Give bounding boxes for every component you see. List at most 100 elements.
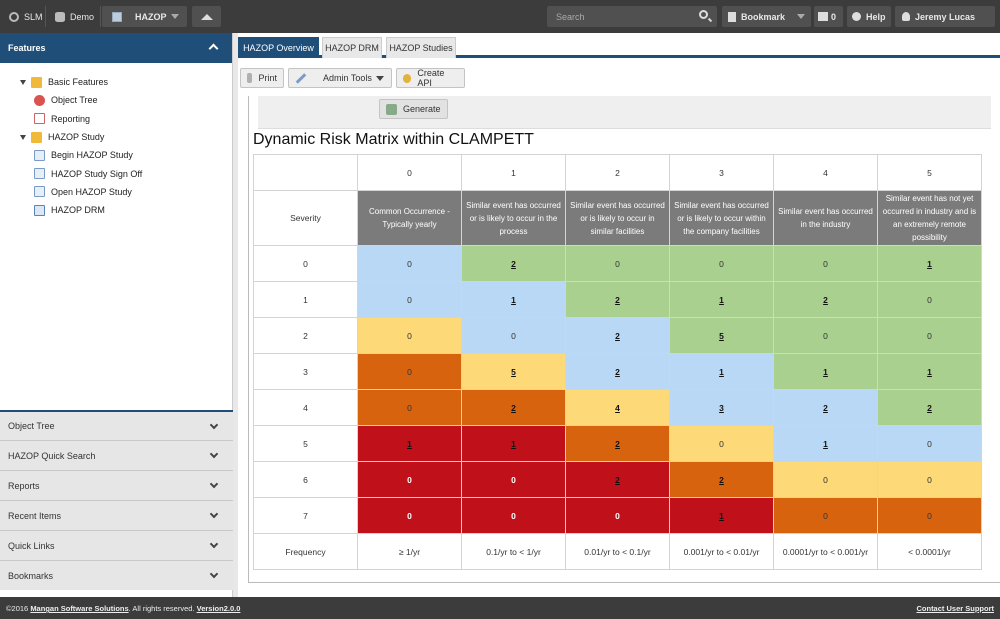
matrix-cell-count-link[interactable]: 2	[823, 294, 828, 305]
matrix-cell-count-link[interactable]: 1	[927, 366, 932, 377]
matrix-cell: 1	[877, 353, 982, 390]
matrix-cell-count-link[interactable]: 1	[927, 258, 932, 269]
sidebar-resize-handle[interactable]	[233, 33, 238, 597]
tree-item-label: Basic Features	[48, 77, 109, 88]
matrix-cell: 0	[877, 281, 982, 318]
tree-item-reporting[interactable]: Reporting	[0, 110, 232, 128]
likelihood-header: Similar event has occurred or is likely …	[565, 190, 670, 246]
matrix-cell-count: 0	[407, 258, 412, 269]
matrix-cell-count-link[interactable]: 2	[615, 294, 620, 305]
matrix-cell-count-link[interactable]: 1	[407, 438, 412, 449]
features-header[interactable]: Features	[0, 33, 232, 63]
matrix-severity-row: 1 0 1 2 1 2 0	[253, 281, 982, 318]
matrix-cell-count-link[interactable]: 1	[823, 438, 828, 449]
version-link[interactable]: Version2.0.0	[196, 604, 241, 613]
matrix-cell-count-link[interactable]: 2	[823, 402, 828, 413]
notifications-button[interactable]: 0	[814, 6, 843, 27]
matrix-cell-count-link[interactable]: 2	[615, 366, 620, 377]
likelihood-header: Common Occurrence - Typically yearly	[357, 190, 462, 246]
matrix-cell-count-link[interactable]: 2	[615, 438, 620, 449]
notification-count: 0	[831, 11, 837, 22]
tab-hazop-drm[interactable]: HAZOP DRM	[322, 37, 382, 58]
matrix-cell-count-link[interactable]: 2	[511, 402, 516, 413]
accordion-bookmarks[interactable]: Bookmarks	[0, 560, 233, 590]
matrix-cell-count-link[interactable]: 2	[719, 474, 724, 485]
matrix-cell-count-link[interactable]: 5	[719, 330, 724, 341]
matrix-cell-count-link[interactable]: 2	[927, 402, 932, 413]
matrix-cell-count-link[interactable]: 1	[511, 294, 516, 305]
home-button[interactable]	[192, 6, 221, 27]
features-title: Features	[8, 43, 46, 53]
accordion-label: Reports	[8, 480, 40, 491]
tab-hazop-overview[interactable]: HAZOP Overview	[238, 37, 319, 58]
search-icon[interactable]	[699, 10, 708, 19]
matrix-cell-count: 0	[823, 330, 828, 341]
footer: ©2016 Mangan Software Solutions. All rig…	[0, 597, 1000, 619]
frequency-value: 0.001/yr to < 0.01/yr	[669, 533, 774, 570]
matrix-cell-count-link[interactable]: 1	[719, 510, 724, 521]
contact-support-link[interactable]: Contact User Support	[916, 604, 994, 613]
matrix-cell-count-link[interactable]: 2	[511, 258, 516, 269]
expand-triangle-icon[interactable]	[20, 134, 26, 140]
matrix-cell-count-link[interactable]: 1	[719, 366, 724, 377]
matrix-cell-count: 0	[407, 510, 412, 521]
matrix-cell: 2	[565, 281, 670, 318]
search-input[interactable]: Search	[547, 6, 717, 27]
accordion-quick-links[interactable]: Quick Links	[0, 530, 233, 560]
tree-item-hazop-drm[interactable]: HAZOP DRM	[0, 201, 232, 219]
matrix-cell: 1	[877, 245, 982, 282]
bookmark-dropdown[interactable]: Bookmark	[722, 6, 811, 27]
matrix-cell-count-link[interactable]: 3	[719, 402, 724, 413]
open-study-icon	[34, 186, 45, 198]
matrix-cell-count-link[interactable]: 2	[615, 474, 620, 485]
demo-menu[interactable]: Demo	[46, 6, 101, 27]
inbox-icon	[818, 12, 828, 21]
help-button[interactable]: Help	[847, 6, 891, 27]
begin-study-icon	[34, 149, 45, 161]
tree-item-basic-features[interactable]: Basic Features	[0, 73, 232, 91]
matrix-cell-count-link[interactable]: 1	[511, 438, 516, 449]
matrix-cell-count-link[interactable]: 4	[615, 402, 620, 413]
matrix-cell-count: 0	[823, 258, 828, 269]
matrix-cell: 0	[357, 461, 462, 498]
matrix-cell: 0	[773, 317, 878, 354]
accordion-label: Quick Links	[8, 540, 55, 551]
generate-strip: Generate	[258, 96, 991, 129]
admin-tools-dropdown[interactable]: Admin Tools	[288, 68, 392, 88]
matrix-cell: 2	[565, 317, 670, 354]
expand-triangle-icon[interactable]	[20, 79, 26, 85]
generate-button[interactable]: Generate	[379, 99, 448, 119]
user-menu[interactable]: Jeremy Lucas	[895, 6, 995, 27]
matrix-cell-count-link[interactable]: 1	[823, 366, 828, 377]
accordion-recent-items[interactable]: Recent Items	[0, 500, 233, 530]
matrix-cell-count-link[interactable]: 1	[719, 294, 724, 305]
chevron-down-icon	[209, 479, 219, 489]
matrix-cell: 2	[565, 353, 670, 390]
copyright: ©2016 Mangan Software Solutions. All rig…	[6, 604, 240, 613]
company-link[interactable]: Mangan Software Solutions	[30, 604, 129, 613]
chevron-down-icon	[209, 420, 219, 430]
frequency-label: Frequency	[253, 533, 358, 570]
folder-icon	[31, 131, 42, 143]
print-button[interactable]: Print	[240, 68, 284, 88]
feature-tree: Basic Features Object Tree Reporting HAZ…	[0, 63, 232, 219]
matrix-cell-count-link[interactable]: 2	[615, 330, 620, 341]
tab-hazop-studies[interactable]: HAZOP Studies	[386, 37, 456, 58]
create-api-button[interactable]: Create API	[396, 68, 465, 88]
tree-item-begin-hazop-study[interactable]: Begin HAZOP Study	[0, 146, 232, 164]
hazop-module-dropdown[interactable]: HAZOP	[102, 6, 187, 27]
accordion-hazop-quick-search[interactable]: HAZOP Quick Search	[0, 440, 233, 470]
tree-item-hazop-study[interactable]: HAZOP Study	[0, 128, 232, 146]
matrix-cell: 0	[877, 317, 982, 354]
wrench-icon	[295, 72, 307, 84]
accordion-reports[interactable]: Reports	[0, 470, 233, 500]
accordion-object-tree[interactable]: Object Tree	[0, 410, 233, 440]
slm-menu[interactable]: SLM	[0, 6, 46, 27]
chevron-up-icon[interactable]	[208, 43, 219, 54]
tree-item-hazop-study-sign-off[interactable]: HAZOP Study Sign Off	[0, 164, 232, 182]
matrix-cell: 0	[461, 317, 566, 354]
tree-item-object-tree[interactable]: Object Tree	[0, 91, 232, 109]
tree-item-open-hazop-study[interactable]: Open HAZOP Study	[0, 183, 232, 201]
database-icon	[55, 11, 65, 22]
matrix-cell-count-link[interactable]: 5	[511, 366, 516, 377]
